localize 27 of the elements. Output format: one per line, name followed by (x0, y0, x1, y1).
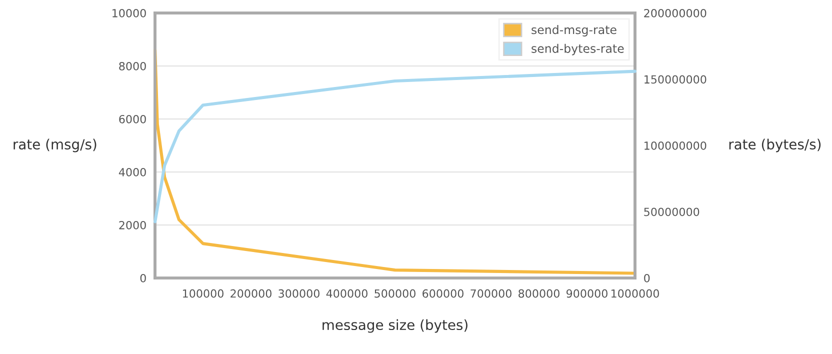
y-tick-label: 4000 (118, 168, 146, 176)
y-axis-title: rate (msg/s) (14, 138, 96, 152)
x-tick-label: 500000 (374, 289, 416, 298)
y2-tick-label: 50000000 (644, 208, 700, 216)
y2-tick-label: 100000000 (644, 141, 706, 150)
y-tick-label: 10000 (112, 8, 146, 18)
x-tick-label: 700000 (470, 289, 512, 298)
legend-label: send-msg-rate (532, 25, 616, 36)
x-axis-title: message size (bytes) (322, 319, 468, 333)
x-tick-label: 300000 (278, 289, 320, 298)
y-tick-label: 2000 (119, 220, 146, 230)
y2-axis-title: rate (bytes/s) (729, 138, 821, 152)
x-tick-label: 100000 (183, 289, 224, 298)
y2-tick-label: 200000000 (644, 8, 706, 18)
y-tick-label: 0 (140, 274, 146, 282)
x-tick-label: 200000 (230, 289, 272, 298)
x-tick-label: 800000 (518, 289, 560, 298)
x-tick-label: 900000 (566, 289, 608, 298)
line-series (154, 70, 637, 224)
legend-label: send-bytes-rate (532, 44, 624, 56)
y2-tick-label: 150000000 (644, 75, 706, 84)
y2-tick-label: 0 (644, 274, 650, 282)
x-tick-label: 600000 (422, 289, 464, 298)
y-tick-label: 6000 (119, 114, 146, 124)
x-tick-label: 400000 (326, 289, 368, 298)
x-tick-label: 1000000 (611, 289, 660, 298)
y-tick-label: 8000 (119, 62, 146, 70)
